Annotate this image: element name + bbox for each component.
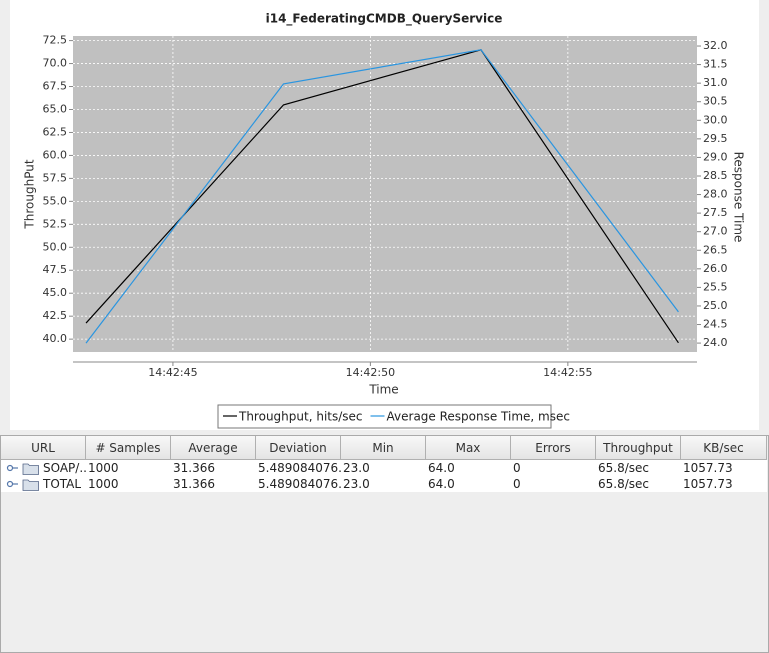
y-tick-label: 65.0 [43, 102, 68, 115]
x-tick-label: 14:42:55 [543, 366, 592, 379]
table-cell: 65.8/sec [596, 476, 681, 492]
y2-tick-label: 24.5 [703, 318, 728, 331]
chart-title: i14_FederatingCMDB_QueryService [266, 12, 503, 27]
x-tick-label: 14:42:50 [346, 366, 395, 379]
column-header[interactable]: KB/sec [681, 436, 767, 460]
y-tick-label: 57.5 [43, 171, 68, 184]
table-cell: SOAP/... [41, 460, 86, 476]
table-cell: 23.0 [341, 460, 426, 476]
y-tick-label: 40.0 [43, 332, 68, 345]
y-tick-label: 50.0 [43, 240, 68, 253]
y2-tick-label: 29.0 [703, 150, 728, 163]
table-cell: 23.0 [341, 476, 426, 492]
table-cell: 1000 [86, 476, 171, 492]
y2-tick-label: 25.5 [703, 280, 728, 293]
table-cell: 1057.73 [681, 460, 767, 476]
y-axis-label: ThroughPut [23, 159, 37, 229]
column-header[interactable]: Throughput [596, 436, 681, 460]
table-cell: 5.489084076... [256, 476, 341, 492]
y2-tick-label: 28.5 [703, 169, 728, 182]
column-header[interactable]: Min [341, 436, 426, 460]
y2-tick-label: 29.5 [703, 132, 728, 145]
x-axis-label: Time [368, 383, 398, 397]
y-tick-label: 47.5 [43, 263, 68, 276]
column-header[interactable]: Errors [511, 436, 596, 460]
y2-tick-label: 25.0 [703, 299, 728, 312]
table-cell: 5.489084076... [256, 460, 341, 476]
y2-tick-label: 31.0 [703, 76, 728, 89]
series-line [85, 49, 679, 344]
y-tick-label: 55.0 [43, 194, 68, 207]
table-cell: 1000 [86, 460, 171, 476]
table-cell: 31.366 [171, 460, 256, 476]
y2-tick-label: 27.5 [703, 206, 728, 219]
y2-tick-label: 30.5 [703, 95, 728, 108]
y2-tick-label: 26.5 [703, 243, 728, 256]
y2-axis-label: Response Time [732, 152, 746, 243]
y-tick-label: 62.5 [43, 125, 68, 138]
column-header[interactable]: Deviation [256, 436, 341, 460]
table-cell: 65.8/sec [596, 460, 681, 476]
tree-icon[interactable] [5, 476, 39, 492]
y2-tick-label: 27.0 [703, 225, 728, 238]
table-cell: 31.366 [171, 476, 256, 492]
tree-icon[interactable] [5, 460, 39, 476]
y-tick-label: 60.0 [43, 148, 68, 161]
table-cell: 64.0 [426, 460, 511, 476]
column-header[interactable]: # Samples [86, 436, 171, 460]
column-header[interactable]: URL [1, 436, 86, 460]
y2-tick-label: 31.5 [703, 58, 728, 71]
table-cell: 0 [511, 460, 596, 476]
chart: i14_FederatingCMDB_QueryService Time Thr… [23, 12, 746, 429]
y2-tick-label: 26.0 [703, 262, 728, 275]
x-tick-label: 14:42:45 [148, 366, 197, 379]
column-header[interactable]: Average [171, 436, 256, 460]
results-table: URL # Samples Average Deviation Min Max Errors… [0, 435, 769, 653]
table-cell: TOTAL [41, 476, 86, 492]
y2-tick-label: 24.0 [703, 336, 728, 349]
y-tick-label: 67.5 [43, 80, 68, 93]
chart-panel: i14_FederatingCMDB_QueryService Time Thr… [10, 0, 759, 430]
y2-tick-label: 30.0 [703, 113, 728, 126]
plot-area [73, 36, 697, 352]
y-tick-label: 52.5 [43, 217, 68, 230]
y2-tick-label: 32.0 [703, 39, 728, 52]
y2-tick-label: 28.0 [703, 188, 728, 201]
legend-label: Average Response Time, msec [387, 410, 570, 424]
legend-label: Throughput, hits/sec [238, 410, 363, 424]
column-header[interactable]: Max [426, 436, 511, 460]
table-cell: 1057.73 [681, 476, 767, 492]
y-tick-label: 70.0 [43, 57, 68, 70]
table-cell: 0 [511, 476, 596, 492]
y-tick-label: 72.5 [43, 34, 68, 47]
y-tick-label: 45.0 [43, 286, 68, 299]
y-tick-label: 42.5 [43, 309, 68, 322]
table-cell: 64.0 [426, 476, 511, 492]
